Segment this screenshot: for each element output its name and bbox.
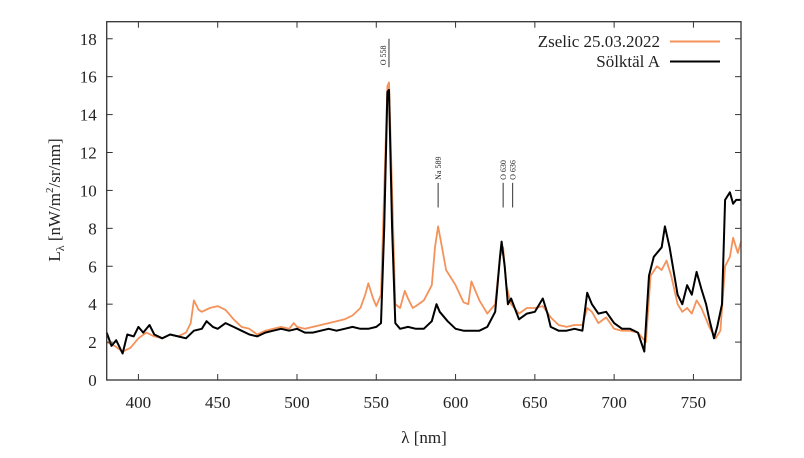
x-tick-label: 400 (126, 393, 152, 412)
x-tick-label: 550 (364, 393, 390, 412)
x-tick-label: 500 (284, 393, 310, 412)
annotation-label: O 630 (499, 160, 508, 180)
legend-label-solktal: Sölktäl A (596, 52, 660, 71)
y-tick-label: 6 (88, 257, 97, 276)
series-line-1 (105, 88, 741, 355)
annotations-layer: O 558 Na 589 O 630 O 636 (379, 38, 518, 208)
legend: Zselic 25.03.2022 Sölktäl A (538, 32, 720, 71)
y-tick-label: 14 (80, 106, 98, 125)
x-axis-label: λ [nm] (401, 428, 447, 447)
x-tick-label: 750 (681, 393, 707, 412)
y-tick-label: 0 (88, 371, 97, 390)
ticks-layer: 400 450 500 550 600 650 700 750 0 2 4 6 8 10 12 14 16 18 (80, 21, 741, 412)
series-layer (105, 81, 742, 355)
y-tick-label: 4 (88, 295, 97, 314)
x-tick-label: 600 (443, 393, 469, 412)
annotation-label: Na 589 (434, 157, 443, 180)
y-tick-label: 16 (80, 68, 97, 87)
y-tick-label: 10 (80, 181, 97, 200)
x-tick-label: 700 (601, 393, 627, 412)
y-tick-label: 12 (80, 144, 97, 163)
series-line-0 (106, 81, 742, 353)
annotation-label: O 558 (379, 46, 388, 66)
legend-label-zselic: Zselic 25.03.2022 (538, 32, 660, 51)
plot-frame (106, 21, 742, 381)
y-axis-label: Lλ [nW/m2/sr/nm] (44, 138, 67, 261)
x-tick-label: 650 (522, 393, 548, 412)
y-tick-label: 2 (88, 333, 97, 352)
y-tick-label: 18 (80, 30, 97, 49)
x-tick-label: 450 (205, 393, 231, 412)
annotation-label: O 636 (509, 160, 518, 180)
y-tick-label: 8 (88, 219, 97, 238)
